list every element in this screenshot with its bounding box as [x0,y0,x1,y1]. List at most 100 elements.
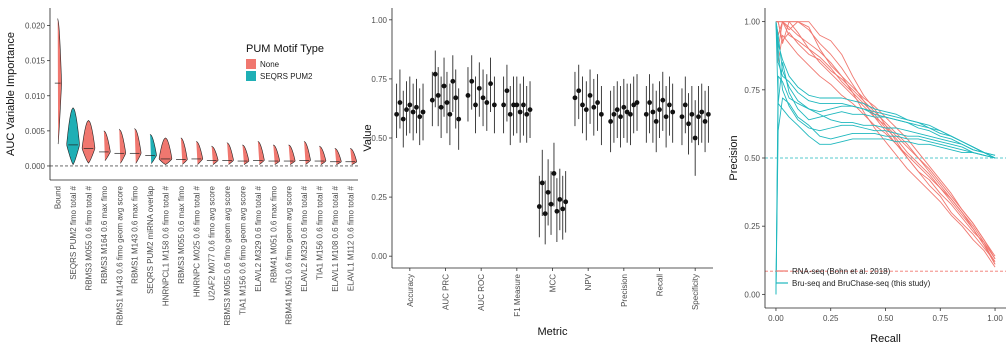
point [514,102,520,108]
panel-precision-recall: 0.00 0.25 0.50 0.75 1.00 0.00 0.25 0.50 0.75 1.00… [728,8,1006,345]
pr-curve-series-1-5 [775,21,996,159]
y-tick-label: 0.00 [744,290,760,299]
x-tick-label: 1.00 [987,314,1003,323]
x-tick-label: RBMS3 M055 0.6 fimo geom avg score [223,185,232,325]
point [517,109,523,115]
x-tick-label: RBMS1 M143 0.6 max fimo [131,185,140,283]
point [438,104,444,110]
x-tick-label: F1 Measure [513,273,522,316]
y-tick-label: 0.50 [371,134,387,143]
x-tick-label: ELAVL2 M329 0.6 fimo total # [254,185,263,291]
violin-10 [211,145,219,165]
x-tick-label: Bound [54,186,63,209]
point [660,97,666,103]
panel-metric-pointrange: Accuracy AUC PRC AUC ROC F1 Measure MCC NPV Pr… [362,8,713,338]
point [524,111,530,117]
point [583,107,589,113]
violin-7 [158,137,173,165]
point [536,204,542,209]
point [653,119,659,124]
pr-curve-series-0-5 [775,21,996,268]
point [476,85,482,91]
pr-curve-series-0-7 [775,21,996,265]
violin-4 [119,128,127,164]
point [447,111,453,117]
y-tick-label: 0.000 [25,162,46,171]
point [587,93,593,98]
point [557,197,563,202]
y-tick-label: 0.020 [25,22,46,31]
x-axis-title: Recall [870,333,901,345]
point [699,109,705,115]
violin-2 [81,120,96,164]
point [527,107,533,113]
x-tick-label: 0.75 [932,314,948,323]
violin-8 [180,137,188,165]
x-tick-label: TIA1 M156 0.6 fimo total # [316,185,325,279]
point [501,102,507,108]
x-tick-label: SEQRS PUM2 miRNA overlap [146,185,155,294]
y-axis-title: Precision [728,135,740,180]
point [650,109,656,115]
point [450,78,456,84]
point [453,95,459,101]
point [686,121,691,127]
x-tick-label: Precision [620,274,629,307]
violin-3 [103,130,111,161]
x-tick-label: ELAVL1 M108 0.6 fimo total # [331,185,340,291]
y-tick-label: 0.25 [371,193,387,202]
pr-curve-series-0-3 [775,21,996,257]
point [404,107,409,113]
point [397,100,403,105]
point [417,114,423,120]
point [542,211,548,217]
point [400,116,406,122]
point [696,114,701,120]
pr-curve-series-1-1 [775,75,996,295]
point [631,102,637,108]
point [548,201,554,207]
point [705,111,711,117]
y-axis-title: AUC Variable Importance [5,32,17,156]
x-tick-label: ELAVL1 M112 0.6 fimo total # [346,185,355,291]
violin-18 [334,148,342,165]
point [624,109,630,115]
point [614,107,620,113]
point [507,111,513,117]
point [611,111,617,117]
y-tick-label: 0.015 [25,57,46,66]
point [488,81,493,87]
x-tick-label: 0.50 [878,314,894,323]
x-tick-label: NPV [584,273,593,290]
pr-curve-series-1-0 [775,21,996,159]
point [435,93,441,98]
x-tick-label: HNRNPC M025 0.6 fimo total # [192,185,201,297]
point [407,102,413,108]
x-tick-label: TIA1 M156 0.6 fimo geom avg score [239,185,248,315]
violin-14 [273,144,280,165]
point [670,109,676,115]
x-tick-label: AUC PRC [442,274,451,310]
point [595,100,600,105]
point [628,111,633,117]
point [473,102,478,108]
point [692,135,698,141]
point [618,114,623,120]
point [663,114,669,120]
x-tick-label: RBM41 M051 0.6 fimo geom avg score [285,185,294,324]
point [572,95,578,101]
pr-curve-series-1-4 [775,97,996,295]
panel-violin-importance: Bound SEQRS PUM2 fimo total # RBMS3 M055 0… [5,8,358,326]
x-tick-label: RBMS3 M055 0.6 fimo total # [85,185,94,290]
point [580,102,585,108]
point [598,111,604,117]
x-tick-label: Accuracy [406,274,415,307]
point [702,119,708,124]
point [432,71,438,77]
legend-title: PUM Motif Type [246,43,324,55]
x-axis-title: Metric [538,326,568,338]
point [504,88,510,94]
pr-curve-series-1-2 [775,21,996,159]
x-tick-label: HNRNPCL1 M158 0.6 fimo total # [162,185,171,306]
